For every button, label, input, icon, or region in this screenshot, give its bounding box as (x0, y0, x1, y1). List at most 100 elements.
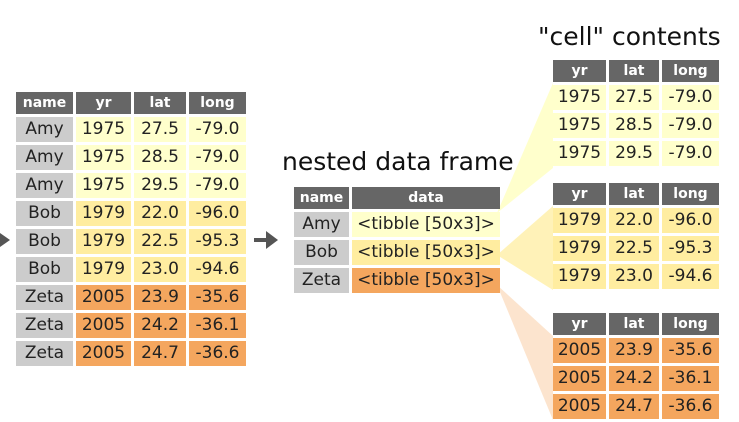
cell-contents-table: yr lat long 1975 27.5 -79.0 1975 28.5 -79.0 1975 2… (550, 57, 722, 169)
long-cell: -36.6 (189, 341, 246, 366)
lat-cell: 27.5 (134, 117, 186, 142)
lat-cell: 23.9 (134, 285, 186, 310)
name-cell: Zeta (16, 341, 73, 366)
lat-cell: 24.7 (609, 394, 659, 419)
yr-cell: 1975 (76, 173, 131, 198)
yr-cell: 1975 (553, 141, 606, 166)
column-header-name: name (16, 92, 73, 114)
table-row: Amy 1975 29.5 -79.0 (16, 173, 246, 198)
column-header-lat: lat (609, 183, 659, 205)
yr-cell: 1979 (76, 257, 131, 282)
wedge-zeta (497, 285, 553, 420)
lat-cell: 22.5 (134, 229, 186, 254)
long-cell: -96.0 (662, 208, 719, 233)
column-header-yr: yr (553, 60, 606, 82)
long-cell: -36.6 (662, 394, 719, 419)
column-header-long: long (189, 92, 246, 114)
yr-cell: 2005 (553, 338, 606, 363)
name-cell: Amy (16, 145, 73, 170)
table-row: Zeta 2005 24.2 -36.1 (16, 313, 246, 338)
long-cell: -79.0 (189, 173, 246, 198)
long-cell: -79.0 (662, 85, 719, 110)
column-header-data: data (352, 187, 500, 209)
yr-cell: 2005 (553, 394, 606, 419)
column-header-long: long (662, 60, 719, 82)
table-row: 2005 23.9 -35.6 (553, 338, 719, 363)
lat-cell: 24.7 (134, 341, 186, 366)
table-row: 1979 22.5 -95.3 (553, 236, 719, 261)
yr-cell: 1979 (76, 229, 131, 254)
long-cell: -94.6 (662, 264, 719, 289)
long-cell: -79.0 (189, 145, 246, 170)
table-row: 2005 24.2 -36.1 (553, 366, 719, 391)
long-cell: -95.3 (189, 229, 246, 254)
lat-cell: 29.5 (134, 173, 186, 198)
table-row: Zeta 2005 23.9 -35.6 (16, 285, 246, 310)
table-row: Bob <tibble [50x3]> (294, 240, 500, 265)
column-header-long: long (662, 313, 719, 335)
original-body: Amy 1975 27.5 -79.0 Amy 1975 28.5 -79.0 Amy 1975 2… (16, 117, 246, 366)
name-cell: Bob (16, 201, 73, 226)
right-arrow-icon (254, 231, 278, 249)
lat-cell: 23.9 (609, 338, 659, 363)
lat-cell: 23.0 (609, 264, 659, 289)
table-row: Zeta 2005 24.7 -36.6 (16, 341, 246, 366)
table-row: Amy 1975 27.5 -79.0 (16, 117, 246, 142)
lat-cell: 28.5 (134, 145, 186, 170)
lat-cell: 22.0 (609, 208, 659, 233)
table-row: 2005 24.7 -36.6 (553, 394, 719, 419)
table-row: 1975 29.5 -79.0 (553, 141, 719, 166)
name-cell: Zeta (16, 285, 73, 310)
name-cell: Zeta (16, 313, 73, 338)
original-header: name yr lat long (16, 92, 246, 114)
long-cell: -36.1 (189, 313, 246, 338)
column-header-yr: yr (553, 183, 606, 205)
name-cell: Amy (294, 212, 349, 237)
yr-cell: 2005 (76, 313, 131, 338)
column-header-yr: yr (553, 313, 606, 335)
column-header-lat: lat (609, 60, 659, 82)
long-cell: -79.0 (662, 113, 719, 138)
name-cell: Amy (16, 117, 73, 142)
tibble-cell: <tibble [50x3]> (352, 268, 500, 293)
lat-cell: 22.0 (134, 201, 186, 226)
cell-contents-table: yr lat long 2005 23.9 -35.6 2005 24.2 -36.1 2005 2… (550, 310, 722, 422)
yr-cell: 1975 (553, 113, 606, 138)
lat-cell: 24.2 (609, 366, 659, 391)
yr-cell: 1979 (76, 201, 131, 226)
tibble-cell: <tibble [50x3]> (352, 240, 500, 265)
yr-cell: 1979 (553, 264, 606, 289)
long-cell: -79.0 (662, 141, 719, 166)
original-data-frame: name yr lat long Amy 1975 27.5 -79.0 Amy 1975 28.… (13, 89, 249, 369)
yr-cell: 1975 (553, 85, 606, 110)
table-row: Bob 1979 23.0 -94.6 (16, 257, 246, 282)
yr-cell: 2005 (76, 285, 131, 310)
nested-body: Amy <tibble [50x3]> Bob <tibble [50x3]> Zeta… (294, 212, 500, 293)
column-header-lat: lat (134, 92, 186, 114)
nested-data-frame: name data Amy <tibble [50x3]> Bob <tibble [5… (291, 184, 503, 296)
long-cell: -35.6 (189, 285, 246, 310)
long-cell: -35.6 (662, 338, 719, 363)
lat-cell: 24.2 (134, 313, 186, 338)
yr-cell: 1975 (76, 145, 131, 170)
column-header-name: name (294, 187, 349, 209)
table-row: Bob 1979 22.5 -95.3 (16, 229, 246, 254)
lat-cell: 23.0 (134, 257, 186, 282)
nested-header: name data (294, 187, 500, 209)
column-header-long: long (662, 183, 719, 205)
long-cell: -95.3 (662, 236, 719, 261)
table-row: 1975 27.5 -79.0 (553, 85, 719, 110)
yr-cell: 2005 (553, 366, 606, 391)
lat-cell: 28.5 (609, 113, 659, 138)
lat-cell: 22.5 (609, 236, 659, 261)
wedge-bob (497, 206, 553, 290)
table-row: Amy 1975 28.5 -79.0 (16, 145, 246, 170)
table-row: 1979 22.0 -96.0 (553, 208, 719, 233)
name-cell: Zeta (294, 268, 349, 293)
table-row: Zeta <tibble [50x3]> (294, 268, 500, 293)
cell-contents-label: "cell" contents (538, 22, 721, 51)
lat-cell: 29.5 (609, 141, 659, 166)
yr-cell: 1975 (76, 117, 131, 142)
yr-cell: 1979 (553, 208, 606, 233)
